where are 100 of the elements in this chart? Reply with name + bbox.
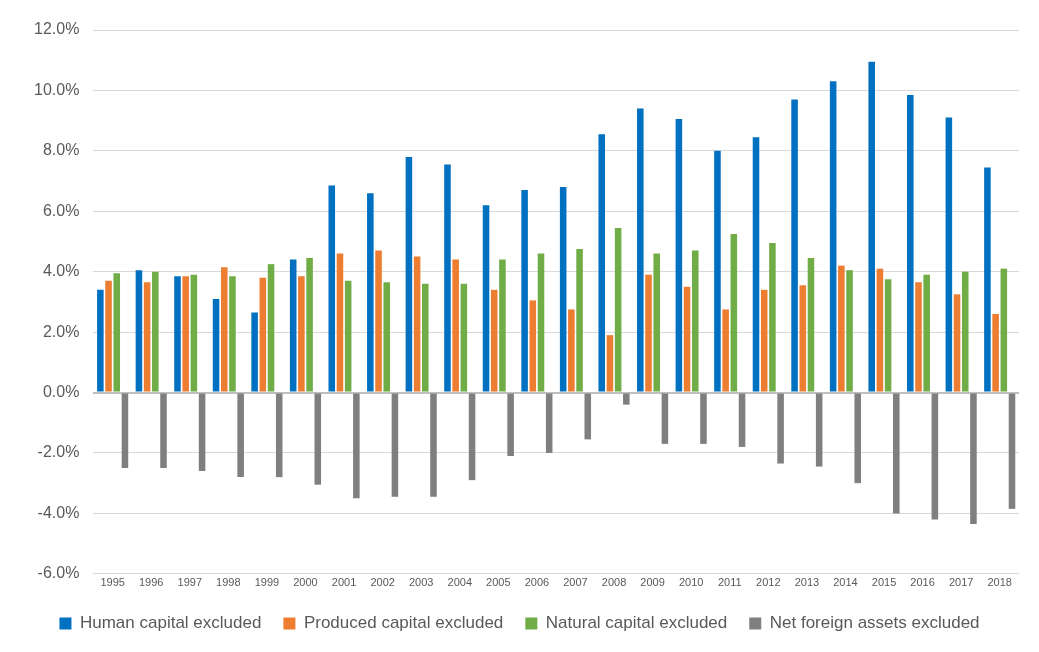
bar — [353, 393, 360, 499]
legend-label: Human capital excluded — [79, 613, 262, 633]
legend-label: Net foreign assets excluded — [769, 613, 980, 633]
bar — [105, 280, 112, 392]
bar — [344, 280, 352, 392]
y-tick-label: -6.0% — [37, 564, 80, 582]
x-tick-label: 1999 — [254, 576, 280, 589]
bar — [868, 61, 875, 392]
bar — [259, 277, 267, 392]
bar — [661, 393, 669, 444]
bar — [545, 393, 553, 453]
bar — [953, 294, 961, 392]
x-tick-label: 2007 — [563, 576, 588, 589]
bar — [375, 250, 382, 392]
legend-label: Natural capital excluded — [545, 613, 728, 633]
x-tick-label: 2002 — [370, 576, 395, 589]
bar — [675, 119, 683, 392]
x-tick-label: 1998 — [216, 576, 241, 589]
bar — [422, 283, 429, 392]
x-tick-label: 2013 — [794, 576, 820, 589]
bar — [893, 393, 900, 514]
y-tick-label: 10.0% — [33, 80, 80, 98]
x-tick-label: 1997 — [177, 576, 203, 589]
bar — [190, 274, 198, 392]
x-tick-label: 2008 — [601, 576, 627, 589]
bar — [430, 393, 437, 497]
bar — [876, 268, 884, 392]
legend-label: Produced capital excluded — [303, 613, 504, 633]
bar — [829, 81, 837, 392]
bar — [444, 164, 451, 392]
bar — [212, 298, 220, 392]
bar — [336, 253, 344, 392]
y-tick-label: 12.0% — [33, 20, 80, 38]
bar — [460, 283, 468, 392]
bar — [314, 393, 322, 485]
bar — [838, 265, 845, 392]
bar — [846, 270, 853, 392]
bar — [306, 258, 313, 392]
bar — [915, 282, 922, 392]
x-tick-label: 2016 — [910, 576, 935, 589]
bar — [152, 271, 159, 392]
bar — [970, 393, 977, 524]
x-tick-label: 2014 — [833, 576, 858, 589]
bar — [769, 242, 776, 392]
bar — [854, 393, 862, 484]
bar — [791, 99, 798, 392]
y-tick-label: 0.0% — [42, 382, 80, 400]
x-tick-label: 1995 — [100, 576, 125, 589]
bar — [452, 259, 459, 392]
bar — [568, 309, 575, 392]
bar — [760, 289, 768, 392]
bar — [653, 253, 660, 392]
bar — [584, 393, 592, 440]
bar — [229, 276, 236, 392]
bar — [220, 267, 228, 392]
x-tick-label: 2012 — [756, 576, 781, 589]
bar — [923, 274, 930, 392]
bar — [1000, 268, 1008, 392]
bar — [537, 253, 545, 392]
x-tick-label: 2003 — [408, 576, 434, 589]
bar — [121, 393, 129, 469]
x-tick-label: 1996 — [138, 576, 164, 589]
bar — [807, 258, 815, 392]
bar — [777, 393, 784, 464]
x-tick-label: 2004 — [447, 576, 473, 589]
bar — [174, 276, 181, 392]
y-tick-label: 2.0% — [42, 322, 80, 340]
bar — [468, 393, 476, 481]
bar — [931, 393, 939, 520]
bar — [815, 393, 823, 467]
bar — [752, 137, 760, 392]
y-tick-label: 8.0% — [42, 141, 80, 159]
bar — [367, 193, 374, 392]
bar — [576, 249, 583, 392]
bar — [383, 282, 390, 392]
bar — [637, 108, 644, 392]
bar — [198, 393, 206, 472]
y-tick-label: -2.0% — [37, 443, 80, 461]
x-tick-label: 2009 — [640, 576, 665, 589]
bar — [700, 393, 707, 444]
bar — [521, 190, 528, 392]
bar — [391, 393, 399, 497]
bar — [413, 256, 421, 392]
bar — [405, 156, 413, 392]
bar — [97, 289, 104, 392]
bar — [182, 276, 189, 392]
bar — [598, 134, 606, 392]
bar — [490, 289, 498, 392]
bar — [237, 393, 244, 478]
bar — [606, 335, 614, 392]
bar — [328, 185, 336, 392]
y-tick-label: 4.0% — [42, 262, 80, 280]
bar — [267, 264, 275, 392]
bar — [961, 271, 969, 392]
bar — [289, 259, 297, 392]
x-tick-label: 2006 — [524, 576, 550, 589]
x-tick-label: 2005 — [486, 576, 511, 589]
x-tick-label: 2018 — [987, 576, 1012, 589]
bar — [691, 250, 699, 392]
bar — [984, 167, 991, 392]
